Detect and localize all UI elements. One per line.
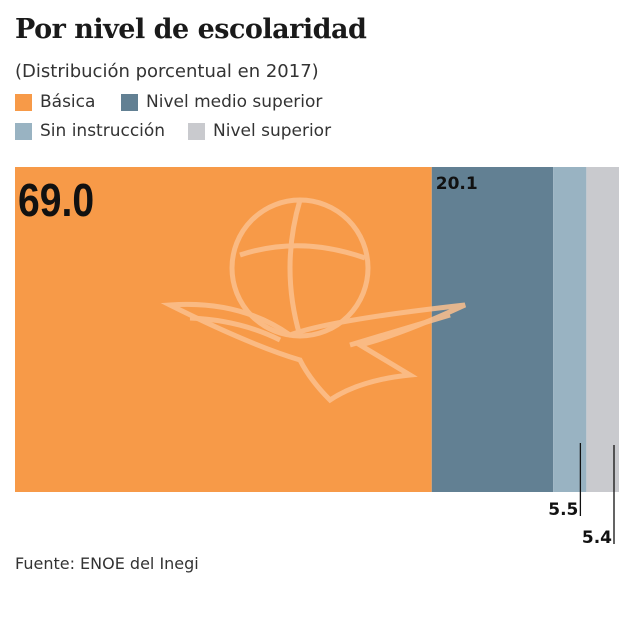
source-note: Fuente: ENOE del Inegi bbox=[15, 554, 199, 573]
bar-segment-2 bbox=[553, 167, 587, 492]
legend-swatch bbox=[15, 122, 32, 140]
legend-label: Nivel superior bbox=[213, 121, 332, 141]
chart-subtitle: (Distribución porcentual en 2017) bbox=[15, 61, 319, 82]
legend-item-sin-instruccion: Sin instrucción bbox=[15, 121, 165, 141]
legend-item-medio-superior: Nivel medio superior bbox=[121, 92, 322, 112]
legend-item-basica: Básica bbox=[15, 92, 95, 112]
legend-swatch bbox=[188, 122, 205, 140]
watermark-eagle-logo bbox=[160, 197, 467, 404]
chart-title: Por nivel de escolaridad bbox=[15, 14, 367, 45]
data-label-superior: 5.4 bbox=[582, 528, 612, 548]
legend-label: Nivel medio superior bbox=[146, 92, 323, 112]
data-label-basica: 69.0 bbox=[18, 175, 94, 227]
legend-swatch bbox=[15, 93, 32, 111]
data-label-sin-instruccion: 5.5 bbox=[548, 500, 578, 520]
data-label-medio-superior: 20.1 bbox=[436, 174, 478, 194]
legend-item-superior: Nivel superior bbox=[188, 121, 331, 141]
legend-swatch bbox=[121, 93, 138, 111]
legend-label: Sin instrucción bbox=[40, 121, 166, 141]
bar-segment-3 bbox=[586, 167, 619, 492]
bar-segment-1 bbox=[431, 167, 554, 492]
legend-label: Básica bbox=[40, 92, 96, 112]
